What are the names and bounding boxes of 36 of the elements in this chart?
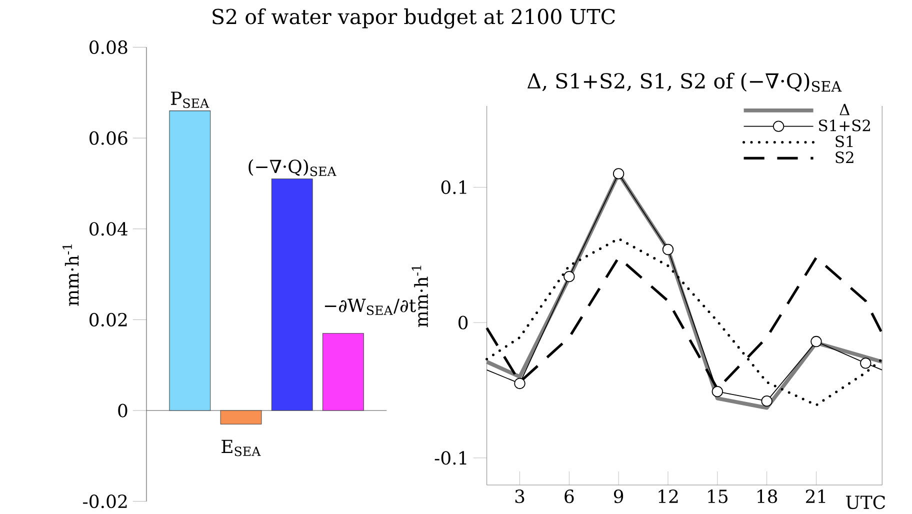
y-tick-label: -0.02	[83, 494, 127, 508]
point	[514, 378, 526, 390]
point	[810, 336, 822, 348]
y-tick-label: -0.1	[434, 451, 466, 465]
point	[712, 386, 723, 398]
y-tick-label: 0.1	[441, 180, 466, 194]
legend-label: S1+S2	[819, 120, 870, 132]
legend-label: Δ	[840, 104, 850, 116]
chart-title: S2 of water vapor budget at 2100 UTC	[212, 8, 615, 29]
point	[860, 358, 872, 369]
y-tick-label: 0.06	[90, 131, 128, 145]
y-tick-label: 0.04	[90, 222, 128, 236]
x-tick-label: (−∇·Q)$_{SEA}$	[248, 159, 336, 176]
point	[761, 396, 772, 407]
x-tick-label: 18	[758, 490, 778, 504]
y-tick-label: 0	[458, 316, 468, 330]
legend-label: S1	[836, 136, 853, 148]
y-tick-label: 0	[118, 404, 128, 418]
chart-title: Δ, S1+S2, S1, S2 of (−∇·Q)$_{SEA}$	[527, 72, 842, 92]
x-tick-label: E$_{SEA}$	[222, 440, 261, 456]
y-axis-title: mm·h$^{-1}$	[62, 244, 79, 306]
point	[612, 168, 624, 180]
legend-label: S2	[836, 152, 854, 164]
point	[662, 244, 674, 256]
x-tick-label: −∂W$_{SEA}$/∂t	[324, 298, 416, 316]
x-axis-title: UTC	[846, 496, 886, 510]
x-tick-label: 12	[658, 490, 678, 503]
x-tick-label: P$_{SEA}$	[171, 92, 210, 108]
y-tick-label: 0.08	[90, 40, 128, 54]
x-tick-label: 3	[515, 490, 524, 504]
x-tick-label: 21	[806, 490, 826, 503]
x-tick-label: 15	[708, 490, 728, 504]
y-tick-label: 0.02	[90, 312, 127, 327]
x-tick-label: 9	[614, 490, 624, 504]
x-tick-label: 6	[564, 490, 574, 504]
point	[564, 271, 575, 282]
